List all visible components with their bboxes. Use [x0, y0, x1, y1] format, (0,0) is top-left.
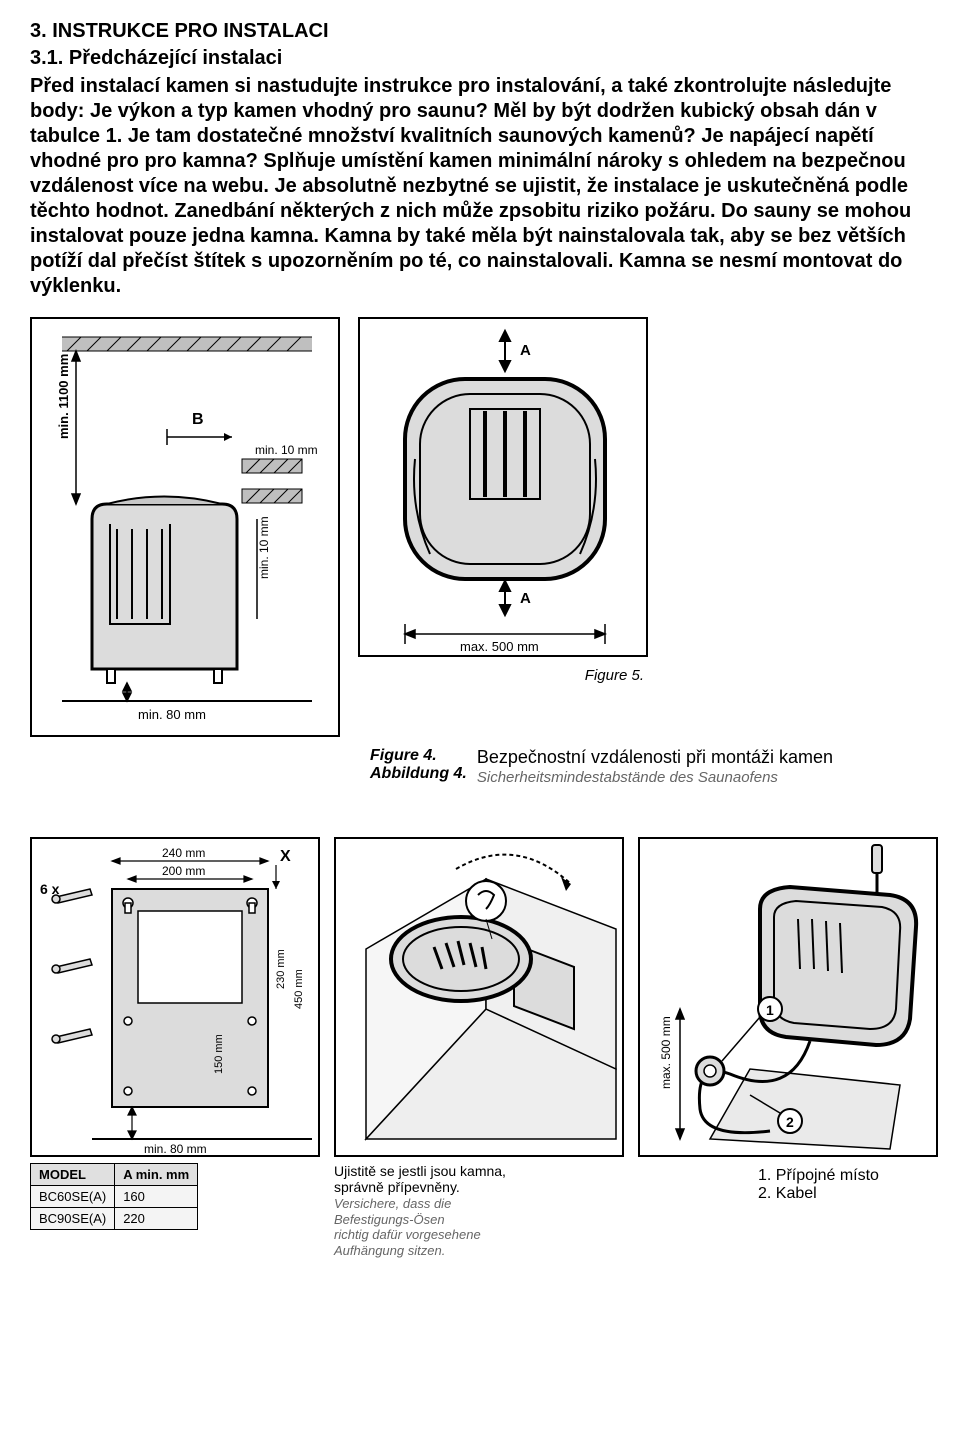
model-cell: BC60SE(A) [31, 1185, 115, 1207]
figure-row-1: min. 1100 mm B min. 10 mm min. 10 mm min… [30, 317, 930, 737]
figure-B: Ujistitě se jestli jsou kamna, správně p… [334, 837, 624, 1259]
figA-dim-240: 240 mm [162, 846, 205, 860]
figA-dim-200: 200 mm [162, 864, 205, 878]
figure-4: min. 1100 mm B min. 10 mm min. 10 mm min… [30, 317, 340, 737]
figure-A: 6 x 240 mm 200 mm [30, 837, 320, 1230]
model-table-col-0: MODEL [31, 1163, 115, 1185]
fig4-dim-top10: min. 10 mm [255, 443, 318, 457]
figure-4-label-en: Figure 4. [370, 747, 467, 765]
figure-A-box: 6 x 240 mm 200 mm [30, 837, 320, 1157]
figure-B-box [334, 837, 624, 1157]
figure-4-svg: min. 1100 mm B min. 10 mm min. 10 mm min… [32, 319, 342, 739]
figure-C-box: 1 2 max. 500 mm [638, 837, 938, 1157]
figure-row-2: 6 x 240 mm 200 mm [30, 837, 930, 1259]
figure-4-label-de: Abbildung 4. [370, 765, 467, 783]
figure-B-caption: Ujistitě se jestli jsou kamna, správně p… [334, 1163, 624, 1259]
figure-C: 1 2 max. 500 mm 1. Přípojné místo 2. Kab… [638, 837, 938, 1203]
figC-legend-2: 2. Kabel [758, 1185, 938, 1203]
figure-5: A A [358, 317, 648, 657]
figure-C-svg: 1 2 max. 500 mm [640, 839, 940, 1159]
fig4-dim-bottom: min. 80 mm [138, 707, 206, 722]
figB-caption-de-2: Befestigungs-Ösen [334, 1212, 624, 1228]
figA-dim-bottom: min. 80 mm [144, 1142, 207, 1156]
model-cell: 220 [115, 1207, 198, 1229]
fig4-dim-vert: min. 1100 mm [56, 354, 71, 439]
section-title: 3. INSTRUKCE PRO INSTALACI [30, 20, 930, 43]
figure-4-caption-cs: Bezpečnostní vzdálenosti při montáži kam… [477, 747, 833, 769]
model-table-col-1: A min. mm [115, 1163, 198, 1185]
table-row: BC90SE(A) 220 [31, 1207, 198, 1229]
fig5-dim-width: max. 500 mm [460, 639, 539, 654]
subsection-title: 3.1. Předcházející instalaci [30, 47, 930, 70]
figure-5-caption: Figure 5. [585, 667, 644, 684]
figure-4-caption-de: Sicherheitsmindestabstände des Saunaofen… [477, 769, 833, 787]
figure-4-caption: Bezpečnostní vzdálenosti při montáži kam… [477, 747, 833, 787]
figure-4-caption-row: Figure 4. Abbildung 4. Bezpečnostní vzdá… [370, 747, 930, 787]
table-row: BC60SE(A) 160 [31, 1185, 198, 1207]
figC-callout-1: 1 [766, 1002, 774, 1018]
fig5-dim-topA: A [520, 342, 531, 359]
figC-callout-2: 2 [786, 1114, 794, 1130]
body-paragraph: Před instalací kamen si nastudujte instr… [30, 74, 930, 299]
figure-5-svg: A A [360, 319, 650, 659]
figA-dim-150: 150 mm [213, 1034, 225, 1074]
figure-4-label: Figure 4. Abbildung 4. [370, 747, 467, 784]
figC-dim-height: max. 500 mm [659, 1016, 673, 1089]
figB-caption-de-4: Aufhängung sitzen. [334, 1243, 624, 1259]
model-cell: BC90SE(A) [31, 1207, 115, 1229]
figure-5-column: A A [358, 317, 648, 684]
figA-dim-X: X [280, 848, 291, 865]
figB-caption-de-3: richtig dafür vorgesehene [334, 1227, 624, 1243]
figC-legend-1: 1. Přípojné místo [758, 1167, 938, 1185]
model-table: MODEL A min. mm BC60SE(A) 160 BC90SE(A) … [30, 1163, 198, 1230]
figB-caption-cs-2: správně přípevněny. [334, 1179, 624, 1196]
fig4-dim-side10: min. 10 mm [257, 516, 271, 579]
figB-caption-de-1: Versichere, dass die [334, 1196, 624, 1212]
figB-caption-cs-1: Ujistitě se jestli jsou kamna, [334, 1163, 624, 1180]
fig5-dim-botA: A [520, 590, 531, 607]
figA-dim-450: 450 mm [293, 969, 305, 1009]
figure-C-legend: 1. Přípojné místo 2. Kabel [758, 1167, 938, 1203]
figA-dim-230: 230 mm [275, 949, 287, 989]
model-cell: 160 [115, 1185, 198, 1207]
fig4-dim-B: B [192, 411, 204, 428]
figure-B-svg [336, 839, 626, 1159]
figure-A-svg: 6 x 240 mm 200 mm [32, 839, 322, 1159]
